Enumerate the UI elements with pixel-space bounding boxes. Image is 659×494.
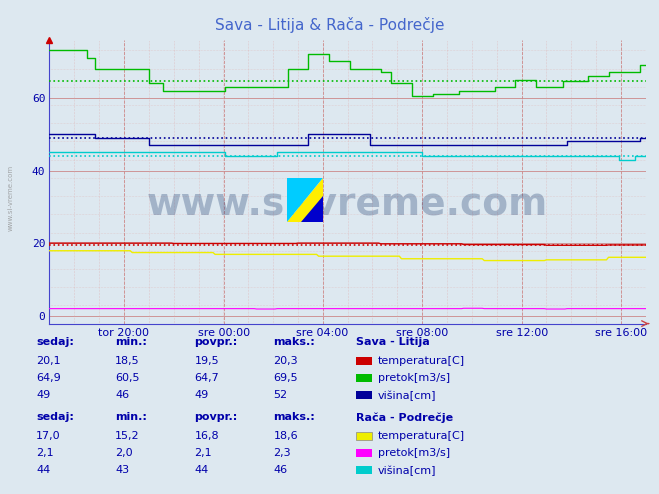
Text: www.si-vreme.com: www.si-vreme.com	[8, 165, 14, 231]
Text: povpr.:: povpr.:	[194, 337, 238, 347]
Text: pretok[m3/s]: pretok[m3/s]	[378, 373, 449, 383]
Text: 52: 52	[273, 390, 287, 400]
Text: 44: 44	[194, 465, 209, 475]
Text: 16,8: 16,8	[194, 431, 219, 441]
Text: pretok[m3/s]: pretok[m3/s]	[378, 448, 449, 458]
Text: min.:: min.:	[115, 337, 147, 347]
Text: temperatura[C]: temperatura[C]	[378, 356, 465, 366]
Polygon shape	[301, 196, 323, 222]
Text: višina[cm]: višina[cm]	[378, 465, 436, 476]
Text: 69,5: 69,5	[273, 373, 298, 383]
Text: sedaj:: sedaj:	[36, 337, 74, 347]
Text: maks.:: maks.:	[273, 337, 315, 347]
Text: 2,3: 2,3	[273, 448, 291, 458]
Text: 60,5: 60,5	[115, 373, 140, 383]
Text: 20,1: 20,1	[36, 356, 61, 366]
Text: 46: 46	[115, 390, 129, 400]
Text: povpr.:: povpr.:	[194, 412, 238, 422]
Text: maks.:: maks.:	[273, 412, 315, 422]
Polygon shape	[287, 178, 323, 222]
Text: 2,1: 2,1	[194, 448, 212, 458]
Text: Sava - Litija: Sava - Litija	[356, 337, 430, 347]
Text: višina[cm]: višina[cm]	[378, 390, 436, 401]
Text: 17,0: 17,0	[36, 431, 61, 441]
Text: 18,6: 18,6	[273, 431, 298, 441]
Text: sedaj:: sedaj:	[36, 412, 74, 422]
Text: 64,9: 64,9	[36, 373, 61, 383]
Text: 46: 46	[273, 465, 287, 475]
Text: 15,2: 15,2	[115, 431, 140, 441]
Text: 2,1: 2,1	[36, 448, 54, 458]
Text: 44: 44	[36, 465, 51, 475]
Text: 20,3: 20,3	[273, 356, 298, 366]
Text: 49: 49	[36, 390, 51, 400]
Text: Sava - Litija & Rača - Podrečje: Sava - Litija & Rača - Podrečje	[215, 17, 444, 33]
Text: temperatura[C]: temperatura[C]	[378, 431, 465, 441]
Text: min.:: min.:	[115, 412, 147, 422]
Text: 19,5: 19,5	[194, 356, 219, 366]
Text: 2,0: 2,0	[115, 448, 133, 458]
Polygon shape	[287, 178, 323, 222]
Text: 49: 49	[194, 390, 209, 400]
Text: 43: 43	[115, 465, 129, 475]
Text: www.si-vreme.com: www.si-vreme.com	[147, 186, 548, 222]
Text: Rača - Podrečje: Rača - Podrečje	[356, 412, 453, 423]
Text: 64,7: 64,7	[194, 373, 219, 383]
Text: 18,5: 18,5	[115, 356, 140, 366]
